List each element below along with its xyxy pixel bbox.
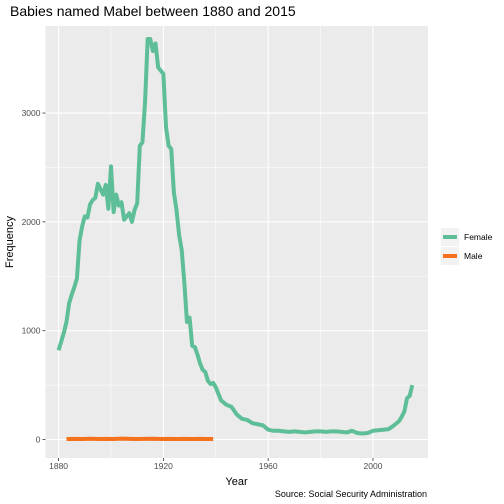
chart-title: Babies named Mabel between 1880 and 2015 <box>10 3 296 19</box>
x-tick-label: 2000 <box>364 461 383 471</box>
legend-label-female: Female <box>464 232 493 242</box>
y-tick-label: 0 <box>36 435 41 445</box>
legend-label-male: Male <box>464 251 483 261</box>
series-line-female <box>56 37 415 436</box>
source-caption: Source: Social Security Administration <box>275 489 427 499</box>
y-tick-label: 1000 <box>22 326 41 336</box>
plot-panel <box>45 26 428 458</box>
series-layer <box>56 37 415 441</box>
legend: Female Male <box>441 228 493 265</box>
y-axis-title: Frequency <box>4 216 16 268</box>
x-tick-label: 1880 <box>49 461 68 471</box>
axis-layer: 1880 1920 1960 2000 0 1000 2000 3000 <box>22 108 383 471</box>
x-axis-title: Year <box>225 476 248 488</box>
x-tick-label: 1920 <box>154 461 173 471</box>
y-tick-label: 3000 <box>22 108 41 118</box>
y-tick-label: 2000 <box>22 217 41 227</box>
x-tick-label: 1960 <box>259 461 278 471</box>
